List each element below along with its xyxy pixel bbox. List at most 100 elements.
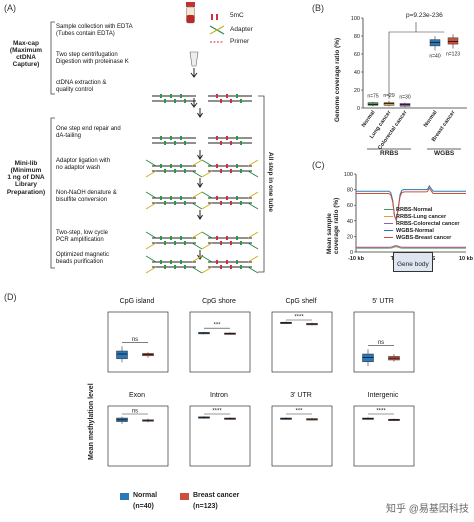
panel-c-label: (C)	[312, 160, 325, 170]
down-arrow-icon	[197, 150, 203, 160]
significance-label: ****	[376, 409, 386, 415]
panel-d-subtitle: Intron	[210, 392, 228, 399]
legend-adapter-label: Adapter	[230, 26, 253, 33]
legend-series-label: RRBS-Lung cancer	[396, 213, 447, 220]
panel-d-ylabel: Mean methylation level	[88, 383, 95, 460]
panel-c-y-tick-label: 60	[347, 203, 353, 209]
panel-c-legend-item: WGBS-Normal	[384, 227, 464, 234]
panel-c-legend-item: RRBS-Lung cancer	[384, 213, 464, 220]
minilib-bracket	[50, 117, 55, 269]
dna-fragment-icon	[201, 255, 259, 274]
minilib-label: Mini-lib (Minimum 1 ng of DNA Library Pr…	[6, 160, 46, 196]
step-2-text: Two step centrifugation Digestion with p…	[56, 52, 129, 65]
dna-fragment-icon	[145, 231, 203, 250]
subplot-frame	[189, 405, 251, 467]
down-arrow-icon	[197, 108, 203, 118]
panel-c-y-tick-label: 100	[344, 172, 353, 178]
dna-fragment-icon	[152, 136, 196, 145]
panel-d-subplot: ***	[189, 311, 251, 373]
down-arrow-icon	[190, 98, 198, 108]
box-body	[399, 103, 411, 107]
subplot-frame	[107, 311, 169, 373]
significance-bracket	[388, 31, 445, 99]
subplot-frame	[353, 405, 415, 467]
panel-c-legend-item: RRBS-Normal	[384, 206, 464, 213]
step-8-text: Optimized magnetic beads purification	[56, 252, 110, 265]
box-body	[367, 102, 379, 106]
5mc-marker-icon	[211, 14, 218, 20]
panel-b-box-4	[447, 34, 459, 49]
legend-cancer-n: (n=123)	[193, 503, 218, 510]
panel-b-y-tick-label: 40	[354, 70, 360, 76]
legend-normal-label: Normal	[133, 492, 158, 499]
significance-label: ns	[132, 409, 138, 415]
legend-series-label: WGBS-Normal	[396, 227, 434, 234]
down-arrow-icon	[197, 210, 203, 220]
panel-b-n-label: n=75	[367, 94, 378, 100]
panel-a-label: (A)	[4, 3, 16, 13]
step-5-text: Adaptor ligation with no adaptor wash	[56, 158, 111, 171]
panel-b-x-label: Normal	[361, 109, 377, 128]
panel-b-n-label: n=40	[429, 53, 440, 59]
legend-line-swatch	[384, 208, 393, 211]
panel-d-ylabel-wrap: Mean methylation level	[88, 300, 100, 470]
down-arrow-icon	[197, 178, 203, 188]
box-body	[429, 39, 441, 47]
dna-fragment-icon	[201, 231, 259, 250]
legend-line-swatch	[384, 229, 393, 232]
significance-label: ***	[295, 409, 303, 415]
legend-line-swatch	[384, 222, 393, 225]
dna-fragment-icon	[208, 94, 252, 103]
panel-d-subplot: ****	[271, 311, 333, 373]
blood-tube-icon	[186, 2, 195, 24]
panel-b-n-label: n=123	[446, 52, 460, 58]
one-tube-label: All step in one tube	[267, 152, 274, 212]
panel-c-y-tick-label: 80	[347, 188, 353, 194]
panel-b-x-label: Normal	[423, 109, 439, 128]
panel-b-x-label: Colorectal cancer	[377, 109, 409, 151]
panel-d-subplot: ****	[189, 405, 251, 467]
step-6-text: Non-NaOH denature & bisulfite conversion	[56, 190, 117, 203]
panel-c-series-line	[356, 246, 466, 249]
panel-b-y-tick-label: 20	[354, 88, 360, 94]
maxcap-bracket	[50, 21, 55, 95]
panel-d-subplot: ns	[353, 311, 415, 373]
maxcap-label: Max-cap (Maximum ctDNA Capture)	[9, 40, 43, 69]
step-1-text: Sample collection with EDTA (Tubes conta…	[56, 24, 133, 37]
panel-d-subtitle: Exon	[129, 392, 145, 399]
legend-series-label: RRBS-Normal	[396, 206, 433, 213]
panel-d-subplot: ns	[107, 405, 169, 467]
legend-cancer-swatch	[180, 493, 189, 500]
panel-d-label: (D)	[4, 292, 17, 302]
panel-b-label: (B)	[312, 3, 324, 13]
panel-c-y-tick-label: 20	[347, 234, 353, 240]
legend-line-swatch	[384, 215, 393, 218]
down-arrow-icon	[190, 68, 198, 78]
panel-c-ylabel-wrap: Mean sample coverage ratio (%)	[326, 170, 348, 260]
panel-b-box-2	[399, 102, 411, 108]
box-body	[447, 37, 459, 45]
panel-d-subplot: ****	[353, 405, 415, 467]
centrifuge-tube-icon	[189, 51, 199, 67]
panel-b-box-0	[367, 101, 379, 107]
subplot-frame	[353, 311, 415, 373]
significance-label: ****	[212, 409, 222, 415]
panel-d-subplot: ns	[107, 311, 169, 373]
subplot-frame	[107, 405, 169, 467]
step-3-text: ctDNA extraction & quality control	[56, 80, 107, 93]
legend-5mc-label: 5mC	[230, 12, 244, 19]
one-tube-bracket	[258, 95, 265, 273]
subplot-frame	[271, 311, 333, 373]
legend-series-label: RRBS-Colorectal cancer	[396, 220, 460, 227]
panel-b-n-label: n=30	[399, 95, 410, 101]
group-wgbs-label: WGBS	[434, 150, 455, 157]
step-4-text: One step end repair and dA-tailing	[56, 126, 121, 139]
subplot-frame	[189, 311, 251, 373]
panel-c-series-line	[356, 187, 466, 223]
dna-fragment-icon	[201, 159, 259, 178]
legend-line-swatch	[384, 236, 393, 239]
panel-d-subtitle: 5' UTR	[372, 298, 394, 305]
legend-normal-swatch	[120, 493, 129, 500]
panel-a-legend: 5mC Adapter Primer	[208, 10, 268, 50]
